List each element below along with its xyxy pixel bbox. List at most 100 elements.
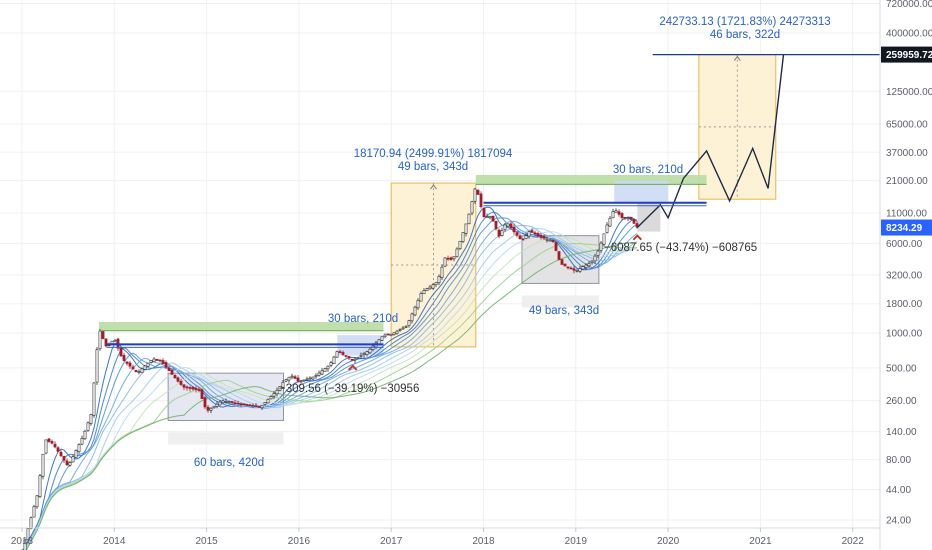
ma-line	[22, 206, 638, 550]
y-tick-label: 24.00	[886, 516, 911, 527]
candle-body	[275, 389, 279, 395]
candle-body	[623, 217, 627, 219]
ma-line	[25, 242, 637, 550]
candle-body	[137, 371, 141, 373]
candle-body	[461, 232, 465, 242]
candle-body	[491, 215, 495, 222]
candle-body	[92, 382, 96, 416]
candle-body	[452, 256, 456, 260]
ma-line	[25, 236, 638, 550]
candle-body	[77, 444, 81, 452]
candle-body	[467, 213, 471, 224]
candle-body	[620, 213, 624, 219]
ma-line	[24, 228, 638, 550]
candle-body	[587, 263, 591, 267]
candle-body	[563, 263, 567, 267]
candle-body	[209, 407, 213, 411]
candle-body	[566, 266, 570, 269]
candle-body	[578, 268, 582, 272]
candle-body	[539, 234, 543, 238]
x-tick-label: 2014	[103, 536, 126, 547]
y-tick-label: 37000.00	[886, 148, 928, 159]
candle-body	[479, 193, 483, 207]
candle-body	[506, 223, 510, 227]
candle-body	[488, 216, 492, 219]
candle-body	[221, 400, 225, 404]
y-tick-label: 125000.00	[886, 87, 932, 98]
candle-body	[464, 223, 468, 234]
candle-body	[458, 240, 462, 250]
y-tick-label: 140.00	[886, 427, 917, 438]
candle-body	[44, 439, 48, 454]
candle-body	[437, 276, 441, 284]
candle-body	[26, 528, 30, 541]
candle-body	[425, 288, 429, 291]
candle-body	[536, 233, 540, 237]
x-tick-label: 2018	[472, 536, 495, 547]
x-tick-label: 2017	[380, 536, 403, 547]
candle-body	[407, 320, 411, 327]
candle-body	[596, 250, 600, 256]
candle-body	[383, 334, 387, 338]
candle-body	[191, 387, 195, 390]
green-band-box	[475, 174, 707, 185]
candle-body	[95, 349, 99, 383]
candle-body	[575, 270, 579, 272]
candle-body	[515, 232, 519, 236]
candle-body	[38, 475, 42, 497]
annotation-2019-bars: 30 bars, 210d	[613, 164, 683, 176]
range-arrow	[430, 184, 437, 190]
y-tick-label: 1800.00	[886, 299, 923, 310]
candle-body	[218, 401, 222, 406]
candle-body	[530, 230, 534, 233]
candle-body	[344, 355, 348, 357]
gray-zone-box	[637, 202, 661, 232]
candle-body	[410, 313, 414, 322]
candle-body	[557, 251, 561, 260]
annotation-2017-gain: 18170.94 (2499.91%) 1817094	[354, 148, 513, 160]
candle-body	[236, 402, 240, 405]
candle-body	[593, 255, 597, 262]
candle-body	[554, 242, 558, 251]
candle-body	[434, 282, 438, 285]
time-axis[interactable]: 2013 2014 2015 2016 2017 2018 2019 2020 2021 2022	[0, 527, 880, 547]
candle-body	[602, 233, 606, 245]
candle-body	[53, 443, 57, 448]
y-tick-label: 500.00	[886, 363, 917, 374]
candle-body	[362, 353, 366, 356]
candle-body	[251, 405, 255, 408]
candle-body	[416, 300, 420, 309]
candle-body	[347, 356, 351, 359]
candle-body	[548, 239, 552, 242]
y-tick-label: 400000.00	[886, 29, 932, 40]
candle-body	[179, 380, 183, 385]
x-tick-label: 2016	[288, 536, 311, 547]
candle-body	[296, 377, 300, 382]
candle-body	[155, 358, 159, 361]
x-tick-label: 2022	[842, 536, 865, 547]
candle-body	[512, 226, 516, 233]
candle-body	[305, 378, 309, 381]
candle-body	[323, 368, 327, 372]
candle-body	[242, 403, 246, 406]
candle-body	[368, 348, 372, 354]
candle-body	[542, 236, 546, 239]
candle-body	[284, 379, 288, 382]
candle-body	[404, 326, 408, 328]
candle-body	[104, 338, 108, 347]
candle-body	[533, 232, 537, 235]
candle-body	[212, 405, 216, 409]
projection-line	[636, 54, 785, 228]
price-badge	[881, 46, 932, 63]
candle-body	[194, 388, 198, 390]
candle-body	[89, 414, 93, 424]
candle-body	[446, 257, 450, 260]
candle-body	[332, 356, 336, 364]
price-axis[interactable]: 720000.00 400000.00 125000.00 65000.00 37000…	[879, 0, 932, 550]
candle-body	[500, 230, 504, 236]
candle-body	[398, 329, 402, 331]
candle-body	[23, 539, 27, 550]
candle-body	[299, 380, 303, 383]
candle-body	[206, 406, 210, 411]
